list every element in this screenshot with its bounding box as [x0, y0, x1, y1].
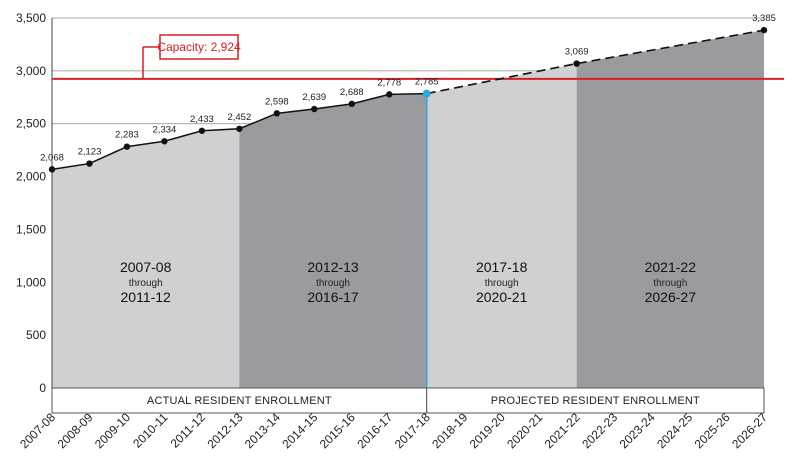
period-label-start: 2017-18: [476, 259, 528, 275]
x-tick-label: 2010-11: [130, 410, 171, 451]
data-point: [236, 125, 243, 132]
x-tick-label: 2012-13: [204, 410, 245, 451]
x-axis: 2007-082008-092009-102010-112011-122012-…: [17, 410, 770, 451]
data-label: 2,334: [153, 124, 177, 135]
period-label-through: through: [316, 278, 350, 289]
data-label: 2,433: [190, 114, 214, 125]
x-tick-label: 2020-21: [504, 410, 545, 451]
y-tick-label: 2,000: [16, 170, 46, 184]
data-point: [123, 143, 131, 150]
period-label-through: through: [653, 278, 687, 289]
x-tick-label: 2022-23: [579, 410, 620, 451]
data-point: [86, 160, 93, 167]
period-area: [239, 93, 427, 388]
x-tick-label: 2025-26: [692, 410, 733, 451]
data-point: [311, 105, 318, 113]
x-tick-label: 2019-20: [467, 410, 508, 451]
period-area: [52, 128, 240, 388]
y-tick-label: 3,500: [16, 11, 46, 25]
section-box: [51, 387, 428, 414]
data-label: 2,688: [340, 87, 364, 98]
data-label: 2,778: [377, 77, 401, 88]
data-label: 2,639: [302, 92, 326, 103]
x-tick-label: 2018-19: [429, 410, 470, 451]
x-tick-label: 2021-22: [542, 410, 583, 451]
period-label-end: 2016-17: [307, 289, 359, 305]
capacity-label: Capacity: 2,924: [157, 40, 241, 54]
data-point: [48, 166, 56, 173]
data-label: 2,068: [40, 152, 64, 163]
data-point: [161, 138, 168, 145]
section-label: PROJECTED RESIDENT ENROLLMENT: [491, 395, 700, 407]
data-label: 3,385: [752, 13, 776, 24]
y-tick-label: 0: [39, 381, 46, 395]
data-point: [273, 110, 281, 117]
period-label-end: 2011-12: [121, 289, 172, 305]
y-axis: 0 500 1,000 1,500 2,000 2,500 3,000 3,500: [16, 11, 53, 395]
x-tick-label: 2015-16: [317, 410, 358, 451]
y-tick-label: 3,000: [16, 64, 46, 78]
x-tick-label: 2023-24: [617, 410, 658, 451]
section-label: ACTUAL RESIDENT ENROLLMENT: [147, 395, 332, 407]
x-tick-label: 2017-18: [392, 410, 433, 451]
x-tick-label: 2024-25: [654, 410, 695, 451]
data-point: [573, 60, 580, 67]
y-tick-label: 1,000: [16, 275, 46, 289]
data-point: [760, 26, 768, 34]
data-points: 2,068 2,123 2,283 2,334 2,433 2,452 2,598 2,639…: [40, 13, 776, 173]
period-label-start: 2021-22: [645, 259, 697, 275]
y-tick-label: 2,500: [16, 117, 46, 131]
data-point: [386, 91, 393, 98]
x-tick-label: 2013-14: [242, 410, 283, 451]
period-label-start: 2012-13: [307, 259, 359, 275]
section-box: [426, 387, 765, 414]
data-label: 3,069: [565, 47, 589, 58]
period-label-through: through: [129, 278, 163, 289]
data-label: 2,598: [265, 96, 289, 107]
projected-enrollment-line: [426, 29, 765, 95]
period-label-end: 2020-21: [476, 289, 528, 305]
y-tick-label: 500: [26, 328, 46, 342]
data-point: [348, 100, 355, 108]
section-boxes: ACTUAL RESIDENT ENROLLMENT PROJECTED RESI…: [51, 387, 765, 414]
x-tick-label: 2011-12: [168, 410, 209, 451]
capacity-line-group: Capacity: 2,924: [52, 34, 784, 80]
period-label-through: through: [485, 278, 519, 289]
period-label-start: 2007-08: [120, 259, 172, 275]
x-tick-label: 2009-10: [92, 410, 133, 451]
x-tick-label: 2016-17: [354, 410, 395, 451]
capacity-callout-box: [159, 34, 239, 60]
period-area: [426, 63, 577, 388]
period-areas: 2007-08through2011-122012-13through2016-…: [52, 30, 764, 389]
period-area: [576, 30, 764, 389]
x-tick-label: 2007-08: [17, 410, 58, 451]
data-label: 2,452: [227, 112, 251, 123]
data-label: 2,785: [415, 77, 439, 88]
data-label: 2,283: [115, 130, 139, 141]
y-tick-label: 1,500: [16, 222, 46, 236]
x-tick-label: 2008-09: [55, 410, 96, 451]
data-point: [422, 89, 431, 98]
data-point: [198, 127, 206, 134]
data-label: 2,123: [78, 147, 102, 158]
period-label-end: 2026-27: [645, 289, 697, 305]
x-tick-label: 2026-27: [729, 410, 770, 451]
x-tick-label: 2014-15: [279, 410, 320, 451]
